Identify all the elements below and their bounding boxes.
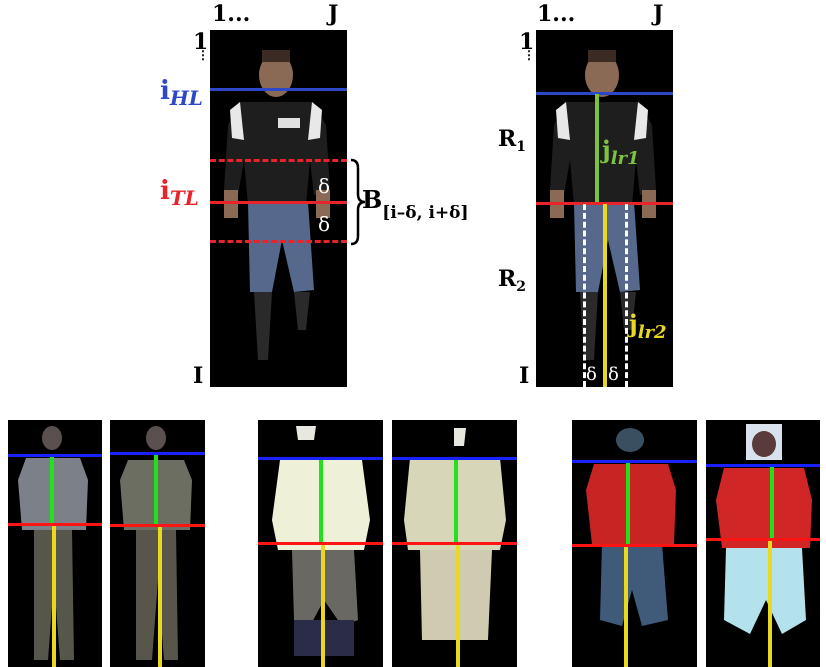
person-silhouette-right xyxy=(550,50,656,360)
example-3a-torso-line xyxy=(572,544,697,547)
example-panel-1a xyxy=(8,420,102,667)
example-1b-torso-axis xyxy=(154,455,158,524)
example-1b-head-line xyxy=(110,452,205,455)
example-3b-head-line xyxy=(706,464,820,467)
person-panel-left: δ δ xyxy=(210,30,347,387)
row-start-label-right: 1 xyxy=(519,29,535,55)
row-end-label-right: I xyxy=(519,363,530,389)
region1-label: R1 xyxy=(498,126,527,155)
col-start-label-left: 1... xyxy=(212,1,251,27)
example-1b-torso-line xyxy=(110,524,205,527)
row-start-label-left: 1 xyxy=(193,29,209,55)
example-2b-torso-axis xyxy=(454,460,458,542)
leg-band-right-dashed-line xyxy=(625,204,628,387)
example-2a-torso-line xyxy=(258,542,383,545)
person-panel-right: jlr1 δ δ xyxy=(536,30,673,387)
example-silhouette-3a xyxy=(586,428,676,626)
torso-axis-right xyxy=(595,94,599,202)
example-3a-torso-axis xyxy=(626,463,630,544)
col-start-label-right: 1... xyxy=(537,1,576,27)
example-2b-head-line xyxy=(392,457,517,460)
example-1a-torso-line xyxy=(8,523,102,526)
leg-band-delta-left: δ xyxy=(586,364,597,385)
example-2a-torso-axis xyxy=(319,460,323,542)
head-line-left xyxy=(210,88,347,91)
example-panel-2b xyxy=(392,420,517,667)
row-dots-left: ⋮ xyxy=(197,48,209,62)
torso-line-right xyxy=(536,202,673,205)
example-panel-1b xyxy=(110,420,205,667)
band-label: B[i–δ, i+δ] xyxy=(362,185,469,223)
example-2a-leg-axis xyxy=(321,545,325,667)
band-upper-dashed-line xyxy=(210,159,347,162)
example-1a-head-line xyxy=(8,454,102,457)
example-3b-torso-line xyxy=(706,538,820,541)
person-silhouette-left xyxy=(224,50,330,360)
leg-band-left-dashed-line xyxy=(583,204,586,387)
row-end-label-left: I xyxy=(193,363,204,389)
example-3b-torso-axis xyxy=(770,467,774,538)
example-2a-head-line xyxy=(258,457,383,460)
example-silhouette-3b xyxy=(716,424,812,634)
example-3a-head-line xyxy=(572,460,697,463)
delta-upper-label: δ xyxy=(318,174,331,198)
head-line-label: iHL xyxy=(160,76,203,110)
region2-label: R2 xyxy=(498,266,527,295)
example-1a-torso-axis xyxy=(50,457,54,523)
example-2b-leg-axis xyxy=(456,545,460,667)
head-line-right xyxy=(536,92,673,95)
example-panel-2a xyxy=(258,420,383,667)
torso-line-label: iTL xyxy=(160,176,199,210)
delta-lower-label: δ xyxy=(318,212,331,236)
leg-axis-right xyxy=(603,204,607,387)
torso-axis-label: jlr1 xyxy=(602,135,640,169)
example-1b-leg-axis xyxy=(158,527,162,667)
band-lower-dashed-line xyxy=(210,240,347,243)
example-2b-torso-line xyxy=(392,542,517,545)
torso-line-left xyxy=(210,201,347,204)
col-end-label-right: J xyxy=(653,1,664,27)
example-1a-leg-axis xyxy=(52,526,56,667)
example-panel-3b xyxy=(706,420,820,667)
col-end-label-left: J xyxy=(328,1,339,27)
band-brace-icon xyxy=(350,158,366,246)
leg-band-delta-right: δ xyxy=(608,364,619,385)
example-3b-leg-axis xyxy=(768,541,772,667)
example-panel-3a xyxy=(572,420,697,667)
example-3a-leg-axis xyxy=(624,547,628,667)
row-dots-right: ⋮ xyxy=(523,48,535,62)
leg-axis-label: jlr2 xyxy=(629,309,667,343)
